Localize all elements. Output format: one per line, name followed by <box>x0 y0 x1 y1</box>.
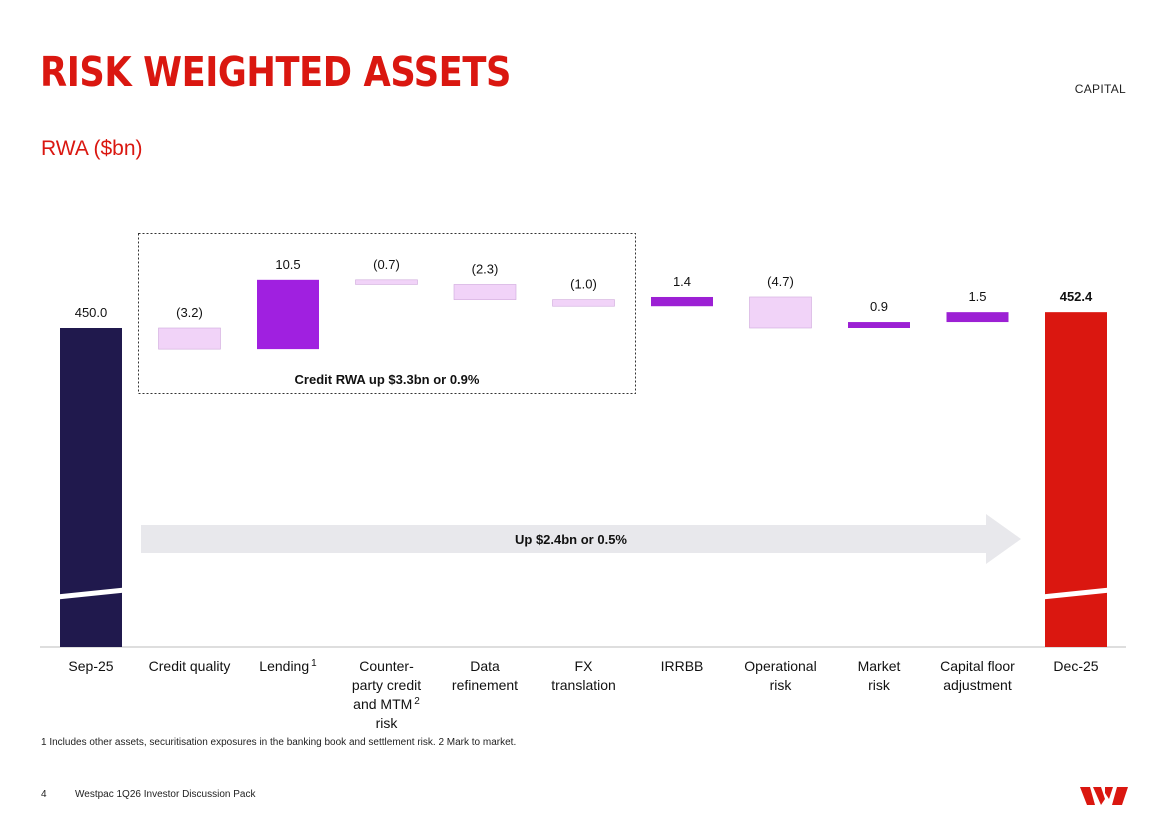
category-label-10-line-1: Capital floor <box>940 658 1015 674</box>
category-label-10-line-2: adjustment <box>943 677 1012 693</box>
bar-7 <box>651 296 713 307</box>
data-label-8: (4.7) <box>767 274 794 289</box>
credit-rwa-box <box>138 233 636 394</box>
bar-2 <box>158 327 221 350</box>
bar-4 <box>355 279 418 285</box>
footnote-marker-2: 2 <box>414 696 420 707</box>
category-label-9-line-2: risk <box>868 677 891 693</box>
category-label-5-line-2: refinement <box>452 677 518 693</box>
category-label-9-line-1: Market <box>858 658 901 674</box>
category-label-11-line-1: Dec-25 <box>1053 658 1098 674</box>
bar-10 <box>946 312 1009 323</box>
category-label-4-line-1: Counter- <box>359 658 414 674</box>
category-label-6-line-2: translation <box>551 677 616 693</box>
category-label-5-line-1: Data <box>470 658 500 674</box>
section-label: CAPITAL <box>1074 82 1126 96</box>
bar-5 <box>453 284 517 300</box>
data-label-2: (3.2) <box>176 305 203 320</box>
credit-rwa-annotation: Credit RWA up $3.3bn or 0.9% <box>295 372 480 387</box>
westpac-logo-icon <box>1080 787 1128 805</box>
data-label-11: 452.4 <box>1060 289 1093 304</box>
document-name: Westpac 1Q26 Investor Discussion Pack <box>75 789 256 800</box>
overall-change-arrow <box>141 514 1021 564</box>
category-label-8-line-2: risk <box>770 677 793 693</box>
category-label-4-line-4: risk <box>376 715 399 731</box>
data-label-10: 1.5 <box>968 289 986 304</box>
bar-8 <box>749 296 812 329</box>
axis-break-1 <box>56 587 126 600</box>
bar-3 <box>257 279 319 350</box>
category-label-3-line-1: Lending 1 <box>259 658 317 674</box>
data-label-3: 10.5 <box>275 257 300 272</box>
category-label-8-line-1: Operational <box>744 658 816 674</box>
page-number: 4 <box>41 789 47 800</box>
category-label-4-line-2: party credit <box>352 677 421 693</box>
footnote: 1 Includes other assets, securitisation … <box>41 737 517 748</box>
bar-1 <box>60 328 122 647</box>
category-label-1-line-1: Sep-25 <box>68 658 113 674</box>
data-label-4: (0.7) <box>373 257 400 272</box>
overall-change-label: Up $2.4bn or 0.5% <box>515 532 627 547</box>
data-label-6: (1.0) <box>570 277 597 292</box>
data-label-7: 1.4 <box>673 274 691 289</box>
category-label-6-line-1: FX <box>575 658 594 674</box>
chart-subtitle: RWA ($bn) <box>41 137 143 160</box>
data-label-9: 0.9 <box>870 299 888 314</box>
category-label-4-line-3: and MTM 2 <box>353 696 420 712</box>
category-label-2-line-1: Credit quality <box>149 658 231 674</box>
page-title: RISK WEIGHTED ASSETS <box>40 48 511 96</box>
bar-6 <box>552 299 615 307</box>
axis-break-11 <box>1041 587 1111 600</box>
category-label-7-line-1: IRRBB <box>661 658 704 674</box>
data-label-5: (2.3) <box>472 261 499 276</box>
bar-9 <box>848 322 910 328</box>
data-label-1: 450.0 <box>75 305 108 320</box>
footnote-marker-1: 1 <box>311 658 317 669</box>
